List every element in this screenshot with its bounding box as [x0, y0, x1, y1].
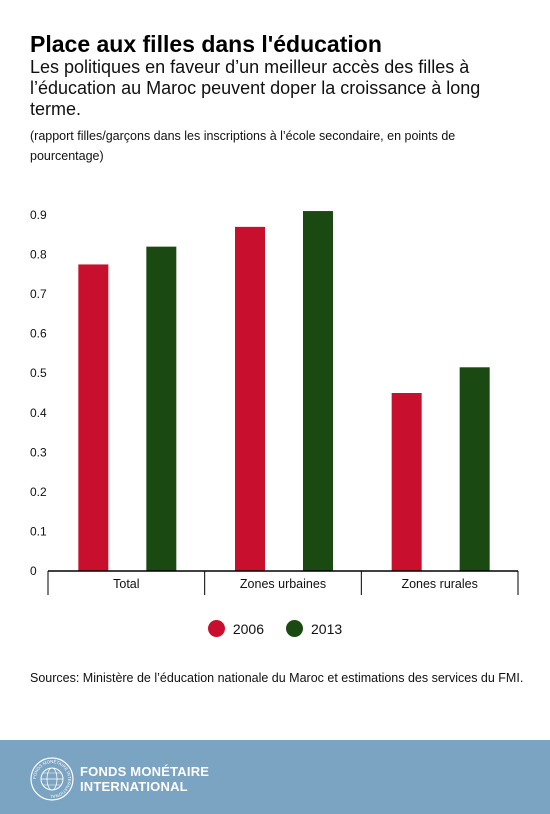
- y-tick-label: 0: [30, 564, 37, 578]
- org-name-line1: FONDS MONÉTAIRE: [80, 764, 210, 779]
- legend-swatch-2006: [207, 620, 225, 637]
- source-note: Sources: Ministère de l’éducation nation…: [30, 671, 524, 685]
- y-tick-label: 0.3: [30, 445, 47, 459]
- imf-seal-icon: FONDS MONÉTAIRE INTERNATIONAL: [30, 757, 74, 801]
- legend-label-2013: 2013: [311, 620, 343, 637]
- legend-label-2006: 2006: [232, 620, 264, 637]
- bar-2006-zones-urbaines: [235, 226, 265, 571]
- x-tick-label: Total: [113, 577, 139, 591]
- x-tick-label: Zones rurales: [401, 577, 477, 591]
- chart-subtitle: Les politiques en faveur d’un meilleur a…: [30, 57, 481, 119]
- x-tick-label: Zones urbaines: [240, 577, 326, 591]
- legend: 2006 2013: [0, 620, 550, 637]
- y-tick-label: 0.6: [30, 327, 47, 341]
- y-tick-label: 0.5: [30, 366, 47, 380]
- y-tick-label: 0.1: [30, 524, 47, 538]
- bar-2006-total: [78, 264, 109, 571]
- footer-bar: FONDS MONÉTAIRE INTERNATIONAL FONDS MONÉ…: [0, 740, 550, 814]
- bar-2006-zones-rurales: [391, 393, 422, 571]
- legend-item-2013: 2013: [286, 620, 342, 637]
- y-tick-label: 0.2: [30, 485, 47, 499]
- y-tick-label: 0.4: [30, 406, 47, 420]
- legend-item-2006: 2006: [207, 620, 264, 637]
- legend-swatch-2013: [286, 620, 303, 637]
- y-tick-label: 0.7: [30, 287, 47, 301]
- y-tick-label: 0.9: [30, 208, 47, 222]
- org-name: FONDS MONÉTAIRE INTERNATIONAL: [80, 764, 209, 794]
- y-tick-label: 0.8: [30, 248, 47, 262]
- chart-title: Place aux filles dans l'éducation: [30, 31, 382, 57]
- bar-2013-zones-urbaines: [303, 211, 333, 572]
- bar-2013-total: [146, 246, 177, 571]
- unit-note: (rapport filles/garçons dans les inscrip…: [30, 129, 456, 163]
- bar-chart: 0 0.1 0.2 0.3 0.4 0.5 0.6 0.7 0.8 0.9 Total Zones u…: [30, 208, 519, 595]
- bar-2013-zones-rurales: [459, 367, 490, 571]
- org-name-line2: INTERNATIONAL: [80, 779, 188, 794]
